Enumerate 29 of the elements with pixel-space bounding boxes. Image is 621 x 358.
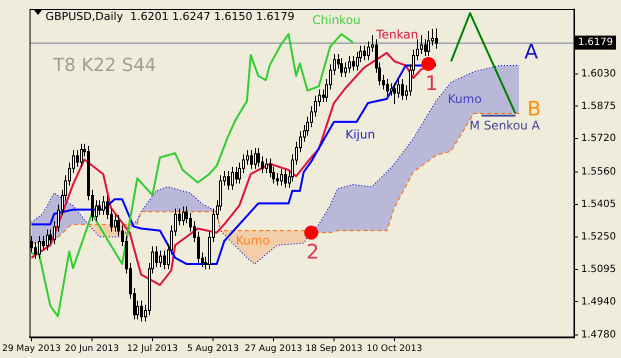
annotation: Kijun [345,127,376,142]
annotation: Chinkou [312,12,361,27]
y-tick-label: 1.5250 [581,231,616,242]
ref-line-label: 1.6179 [578,37,614,48]
x-tick-label: 10 Oct 2013 [366,344,422,354]
y-tick-label: 1.5560 [581,166,616,178]
y-tick-label: 1.4780 [581,330,616,341]
x-tick-label: 12 Jul 2013 [126,344,178,354]
annotation: Tenkan [375,28,418,42]
y-tick-label: 1.5405 [581,199,616,210]
chart-title: GBPUSD,Daily 1.6201 1.6247 1.6150 1.6179 [46,10,295,23]
y-tick-label: 1.6030 [581,68,616,80]
x-tick-label: 29 May 2013 [2,344,61,354]
x-tick-label: 27 Aug 2013 [244,344,302,354]
annotation: M Senkou A [470,118,541,132]
annotation: 1 [425,71,438,96]
annotation: A [524,40,538,64]
x-tick-label: 5 Aug 2013 [186,344,239,354]
annotation: B [527,96,541,121]
y-tick-label: 1.5720 [581,133,616,144]
y-tick-label: 1.5875 [581,100,616,112]
annotation: 2 [306,240,320,264]
y-tick-label: 1.4940 [581,296,616,308]
annotation: T8 K22 S44 [52,54,156,76]
x-tick-label: 20 Jun 2013 [64,344,119,354]
y-tick-label: 1.5095 [581,264,616,275]
annotation: Kumo [448,92,482,106]
x-tick-label: 18 Sep 2013 [305,344,362,354]
annotation: Kumo [236,234,270,248]
